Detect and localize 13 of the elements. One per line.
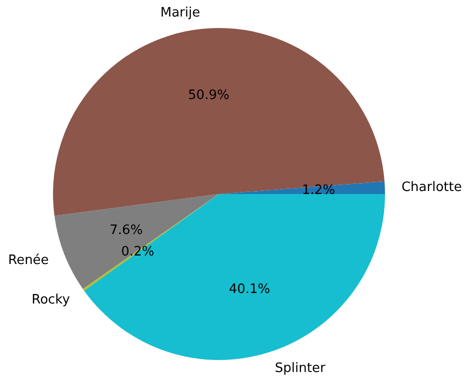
pie-slice [54,194,219,290]
data-label: 40.1% [228,282,270,297]
data-label: 1.2% [302,183,336,198]
slice-label: Charlotte [401,180,462,196]
slice-label: Marije [160,5,200,20]
pie-slice [82,194,219,291]
pie-slice [84,194,385,360]
data-label: 7.6% [110,223,143,238]
slice-label: Splinter [274,360,326,376]
data-label: 50.9% [188,88,230,103]
slice-label: Rocky [32,292,70,308]
pie-slice [53,28,385,216]
slice-label: Renée [8,253,49,268]
